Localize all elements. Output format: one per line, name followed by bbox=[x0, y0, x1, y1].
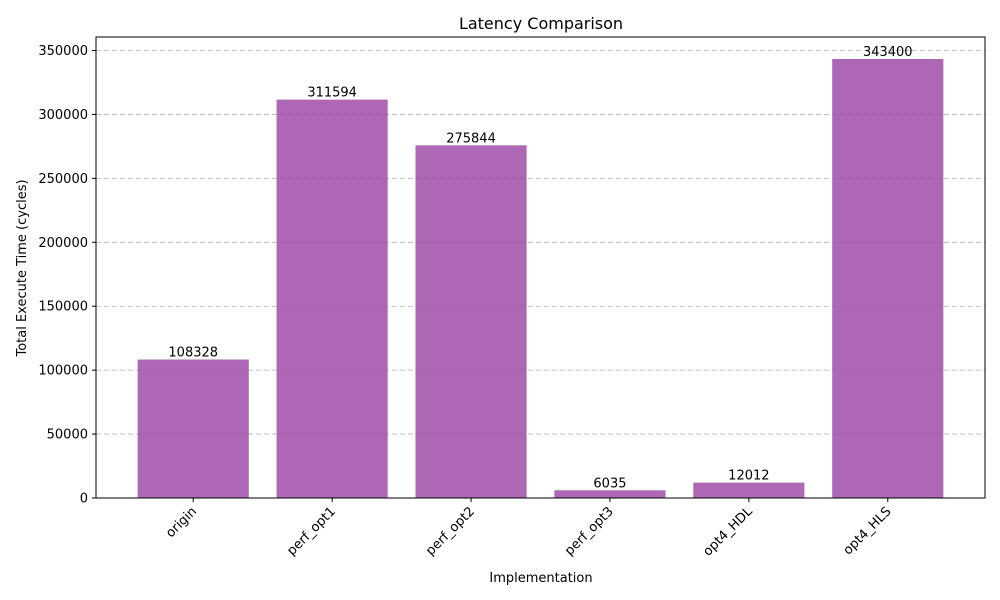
x-tick-label: perf_opt3 bbox=[562, 504, 617, 559]
x-tick-label: origin bbox=[163, 504, 200, 541]
y-tick-label: 50000 bbox=[47, 428, 88, 443]
bar-opt4_HDL bbox=[693, 482, 805, 498]
y-tick-label: 200000 bbox=[38, 236, 88, 251]
bar-perf_opt3 bbox=[554, 490, 666, 498]
bar-opt4_HLS bbox=[832, 58, 944, 498]
x-tick-label: perf_opt1 bbox=[284, 504, 339, 559]
data-label-opt4_HDL: 12012 bbox=[728, 469, 769, 484]
y-tick-label: 300000 bbox=[38, 108, 88, 123]
x-tick-label: perf_opt2 bbox=[423, 504, 478, 559]
data-label-perf_opt2: 275844 bbox=[446, 131, 496, 146]
data-label-perf_opt1: 311594 bbox=[307, 86, 357, 101]
y-axis-label: Total Execute Time (cycles) bbox=[15, 179, 30, 357]
x-tick-label: opt4_HDL bbox=[700, 504, 756, 560]
data-label-perf_opt3: 6035 bbox=[593, 476, 626, 491]
x-tick-label: opt4_HLS bbox=[841, 504, 895, 558]
x-axis-label: Implementation bbox=[489, 571, 592, 586]
data-labels: 108328 311594 275844 6035 12012 343400 bbox=[168, 45, 912, 491]
bars bbox=[137, 58, 944, 499]
y-ticks: 0 50000 100000 150000 200000 250000 300000 3500… bbox=[38, 44, 96, 507]
bar-perf_opt1 bbox=[276, 99, 388, 499]
bar-origin bbox=[137, 359, 249, 498]
data-label-origin: 108328 bbox=[168, 345, 218, 360]
y-tick-label: 150000 bbox=[38, 300, 88, 315]
chart-title: Latency Comparison bbox=[459, 14, 623, 33]
plot-frame bbox=[95, 36, 986, 499]
y-tick-label: 100000 bbox=[38, 364, 88, 379]
bar-perf_opt2 bbox=[415, 145, 527, 498]
y-tick-label: 350000 bbox=[38, 44, 88, 59]
x-ticks: origin perf_opt1 perf_opt2 perf_opt3 opt4_HD… bbox=[163, 498, 895, 560]
y-tick-label: 250000 bbox=[38, 172, 88, 187]
data-label-opt4_HLS: 343400 bbox=[863, 45, 913, 60]
y-tick-label: 0 bbox=[80, 492, 88, 507]
